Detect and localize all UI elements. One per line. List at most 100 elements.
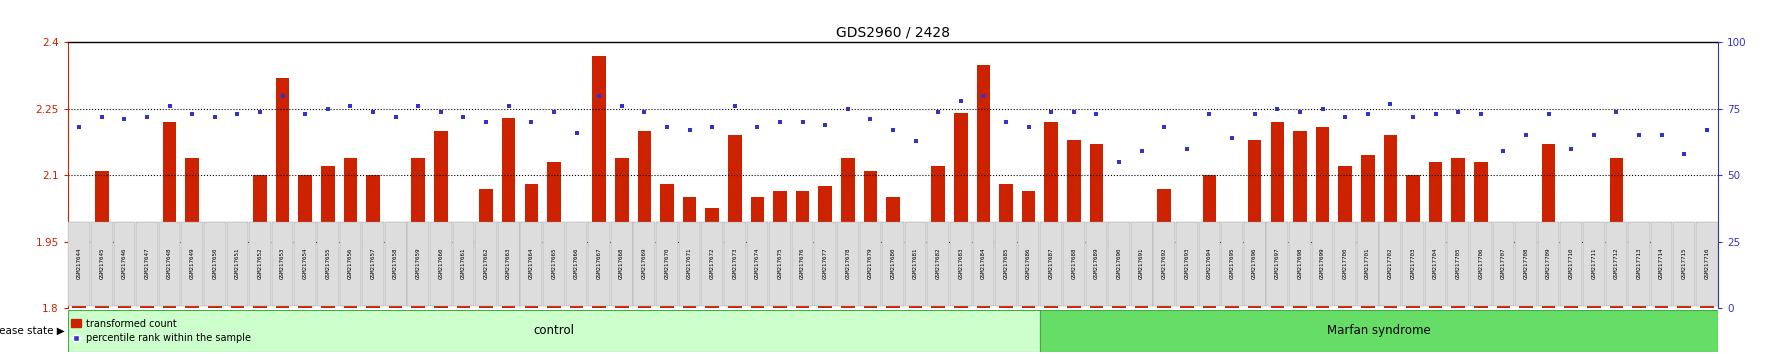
Text: GSM217647: GSM217647	[145, 248, 150, 279]
Point	[698, 125, 727, 130]
FancyBboxPatch shape	[339, 222, 361, 306]
FancyBboxPatch shape	[1222, 222, 1243, 306]
Point	[132, 114, 161, 120]
Text: GSM217684: GSM217684	[981, 248, 986, 279]
FancyBboxPatch shape	[114, 222, 136, 306]
Bar	[614, 158, 629, 308]
Point	[179, 111, 207, 117]
Bar	[1248, 140, 1261, 308]
Text: GSM217653: GSM217653	[280, 248, 286, 279]
Text: GSM217650: GSM217650	[213, 248, 218, 279]
Bar	[1293, 131, 1307, 308]
FancyBboxPatch shape	[159, 222, 180, 306]
FancyBboxPatch shape	[1041, 222, 1063, 306]
Bar	[818, 186, 832, 308]
Point	[991, 119, 1020, 125]
FancyBboxPatch shape	[791, 222, 813, 306]
Bar	[1316, 127, 1329, 308]
Point	[268, 93, 296, 98]
Bar	[434, 131, 448, 308]
Bar	[1361, 155, 1375, 308]
Bar	[1429, 162, 1443, 308]
Point	[1038, 109, 1066, 114]
Point	[970, 93, 998, 98]
FancyBboxPatch shape	[1447, 222, 1470, 306]
Text: GSM217690: GSM217690	[1116, 248, 1122, 279]
Bar	[1113, 297, 1125, 308]
Point	[1466, 111, 1495, 117]
Bar	[411, 158, 425, 308]
FancyBboxPatch shape	[927, 222, 948, 306]
Point	[1647, 132, 1675, 138]
FancyBboxPatch shape	[1561, 222, 1582, 306]
FancyBboxPatch shape	[1018, 222, 1039, 306]
Text: GSM217659: GSM217659	[416, 248, 421, 279]
Text: GSM217692: GSM217692	[1161, 248, 1166, 279]
Bar	[1202, 175, 1216, 308]
Text: GSM217675: GSM217675	[777, 248, 782, 279]
FancyBboxPatch shape	[407, 222, 429, 306]
Bar	[1022, 191, 1036, 308]
FancyBboxPatch shape	[363, 222, 384, 306]
FancyBboxPatch shape	[475, 222, 497, 306]
Point	[223, 111, 252, 117]
Bar	[638, 131, 652, 308]
FancyBboxPatch shape	[91, 222, 113, 306]
Bar	[1656, 233, 1668, 308]
FancyBboxPatch shape	[1697, 222, 1718, 306]
Point	[1195, 111, 1223, 117]
FancyBboxPatch shape	[1131, 222, 1152, 306]
Text: GSM217695: GSM217695	[1229, 248, 1234, 279]
Text: disease state ▶: disease state ▶	[0, 326, 64, 336]
Point	[834, 106, 863, 112]
Bar	[1700, 235, 1713, 308]
Point	[1127, 149, 1156, 154]
Bar	[389, 235, 402, 308]
Bar	[1066, 140, 1081, 308]
Point	[1218, 135, 1247, 141]
FancyBboxPatch shape	[430, 222, 452, 306]
Text: GSM217665: GSM217665	[552, 248, 557, 279]
Text: GSM217652: GSM217652	[257, 248, 263, 279]
Text: GSM217679: GSM217679	[868, 248, 873, 279]
FancyBboxPatch shape	[316, 222, 339, 306]
FancyBboxPatch shape	[1493, 222, 1515, 306]
FancyBboxPatch shape	[384, 222, 407, 306]
FancyBboxPatch shape	[1538, 222, 1559, 306]
Point	[291, 111, 320, 117]
Bar	[321, 166, 334, 308]
FancyBboxPatch shape	[702, 222, 723, 306]
Bar	[954, 113, 968, 308]
Point	[1173, 146, 1202, 152]
Point	[743, 125, 772, 130]
Text: GSM217696: GSM217696	[1252, 248, 1257, 279]
Bar	[1089, 144, 1104, 308]
Point	[879, 127, 907, 133]
FancyBboxPatch shape	[1606, 222, 1627, 306]
Text: GSM217711: GSM217711	[1591, 248, 1597, 279]
FancyBboxPatch shape	[1107, 222, 1131, 306]
FancyBboxPatch shape	[723, 222, 745, 306]
Bar	[1452, 158, 1465, 308]
Bar	[457, 230, 470, 308]
Point	[1602, 109, 1631, 114]
Bar	[570, 275, 584, 308]
FancyBboxPatch shape	[1673, 222, 1695, 306]
Text: GSM217668: GSM217668	[620, 248, 625, 279]
Bar	[682, 198, 697, 308]
Text: GSM217685: GSM217685	[1004, 248, 1009, 279]
FancyBboxPatch shape	[68, 310, 1039, 352]
Point	[1286, 109, 1314, 114]
Point	[246, 109, 275, 114]
Point	[811, 122, 839, 127]
Bar	[73, 235, 86, 308]
Text: GSM217645: GSM217645	[100, 248, 104, 279]
Text: GSM217704: GSM217704	[1432, 248, 1438, 279]
Point	[1307, 106, 1336, 112]
FancyBboxPatch shape	[1470, 222, 1491, 306]
Bar	[547, 162, 561, 308]
Bar	[186, 158, 198, 308]
FancyBboxPatch shape	[1154, 222, 1175, 306]
Point	[427, 109, 455, 114]
Text: GSM217657: GSM217657	[370, 248, 375, 279]
